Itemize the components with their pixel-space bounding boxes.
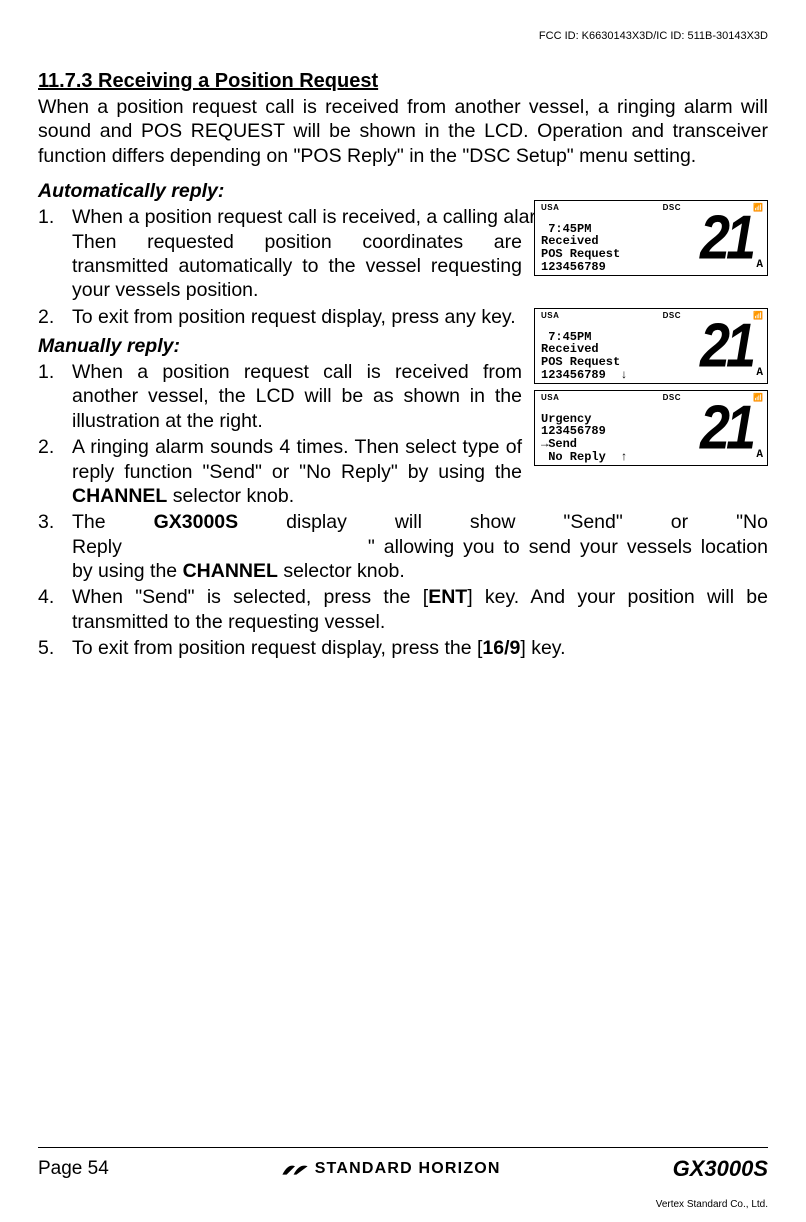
- list-number: 1.: [38, 205, 72, 303]
- list-text: The GX3000S display will show "Send" or …: [72, 510, 768, 583]
- lcd-screen-auto: USA DSC 7:45PM Received POS Request 1234…: [534, 200, 768, 276]
- list-number: 2.: [38, 435, 72, 508]
- lcd-text-lines: 7:45PM Received POS Request 123456789 ↓: [541, 331, 681, 381]
- footer-model: GX3000S: [673, 1156, 768, 1182]
- intro-paragraph: When a position request call is received…: [38, 95, 768, 168]
- lcd-a-suffix: A: [756, 367, 763, 379]
- lcd-tx-icon: 📶: [753, 311, 763, 320]
- lcd-channel-number: 21: [700, 310, 752, 381]
- footer-company: Vertex Standard Co., Ltd.: [656, 1199, 768, 1210]
- list-number: 2.: [38, 305, 72, 329]
- lcd-channel-number: 21: [700, 202, 752, 273]
- list-text: When "Send" is selected, press the [ENT]…: [72, 585, 768, 634]
- list-item: 5. To exit from position request display…: [38, 636, 768, 660]
- section-title: 11.7.3 Receiving a Position Request: [38, 70, 768, 93]
- lcd-text-lines: 7:45PM Received POS Request 123456789: [541, 223, 681, 273]
- fcc-id-header: FCC ID: K6630143X3D/IC ID: 511B-30143X3D: [38, 30, 768, 42]
- list-text: To exit from position request display, p…: [72, 636, 768, 660]
- lcd-a-suffix: A: [756, 449, 763, 461]
- lcd-channel-number: 21: [700, 392, 752, 463]
- lcd-tx-icon: 📶: [753, 393, 763, 402]
- list-number: 3.: [38, 510, 72, 583]
- list-item: 3. The GX3000S display will show "Send" …: [38, 510, 768, 583]
- lcd-dsc-label: DSC: [663, 311, 681, 320]
- lcd-a-suffix: A: [756, 259, 763, 271]
- brand-name: STANDARD HORIZON: [315, 1160, 501, 1178]
- lcd-usa-label: USA: [541, 203, 559, 212]
- lcd-screen-manual-1: USA DSC 7:45PM Received POS Request 1234…: [534, 308, 768, 384]
- lcd-usa-label: USA: [541, 311, 559, 320]
- lcd-text-lines: Urgency 123456789 →Send No Reply ↑: [541, 413, 681, 463]
- lcd-usa-label: USA: [541, 393, 559, 402]
- lcd-tx-icon: 📶: [753, 203, 763, 212]
- brand-logo-text: STANDARD HORIZON: [281, 1160, 501, 1178]
- brand-wing-icon: [281, 1160, 309, 1178]
- list-item: 4. When "Send" is selected, press the [E…: [38, 585, 768, 634]
- lcd-dsc-label: DSC: [663, 203, 681, 212]
- page-footer: Page 54 STANDARD HORIZON GX3000S: [38, 1147, 768, 1182]
- page-number: Page 54: [38, 1158, 109, 1180]
- lcd-screen-manual-2: USA DSC Urgency 123456789 →Send No Reply…: [534, 390, 768, 466]
- lcd-dsc-label: DSC: [663, 393, 681, 402]
- list-number: 4.: [38, 585, 72, 634]
- list-number: 5.: [38, 636, 72, 660]
- list-number: 1.: [38, 360, 72, 433]
